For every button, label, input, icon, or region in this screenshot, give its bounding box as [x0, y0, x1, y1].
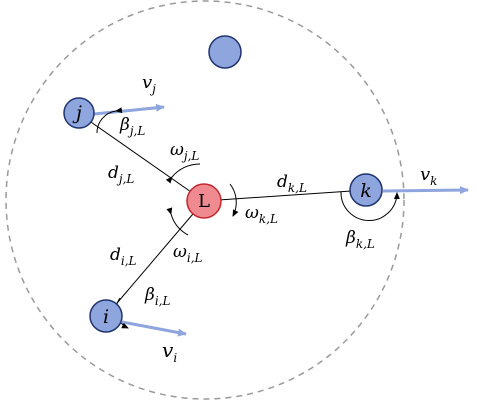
label-beta-i: βi,L: [144, 285, 170, 308]
label-beta-k: βk,L: [345, 228, 375, 251]
label-v-j: vj: [142, 72, 156, 96]
label-d-k: dk,L: [277, 172, 307, 195]
omega-arc-i: [166, 207, 189, 236]
link-i-leader: [105, 200, 205, 317]
beta-arc-j: [96, 107, 123, 134]
agent-label-j: j: [72, 102, 82, 124]
label-v-i: vi: [162, 338, 177, 365]
velocity-arrow-j: [93, 103, 165, 116]
beta-arc-k: [340, 191, 400, 221]
label-omega-k: ωk,L: [245, 203, 278, 226]
agent-node-k: k: [349, 173, 383, 207]
agent-node-i: i: [89, 299, 123, 333]
agent-label-i: i: [103, 306, 109, 328]
label-omega-i: ωi,L: [173, 242, 203, 265]
omega-arc-j: [165, 163, 201, 184]
agent-label-k: k: [360, 180, 372, 202]
communication-range-boundary: [5, 0, 405, 400]
omega-arc-k: [229, 183, 239, 217]
label-v-k: vk: [420, 164, 437, 188]
velocity-arrow-i: [121, 320, 187, 337]
leader-label: L: [198, 191, 210, 212]
leader-node: L: [186, 183, 222, 219]
agent-node-j: j: [63, 97, 95, 129]
unlabeled-agent-node: [208, 35, 242, 69]
label-d-j: dj,L: [108, 163, 134, 186]
link-j-leader: [77, 112, 205, 202]
label-d-i: di,L: [110, 245, 137, 268]
label-beta-j: βj,L: [119, 115, 145, 138]
velocity-arrow-k: [382, 186, 469, 195]
link-k-leader: [203, 189, 367, 202]
label-omega-j: ωj,L: [170, 140, 199, 163]
